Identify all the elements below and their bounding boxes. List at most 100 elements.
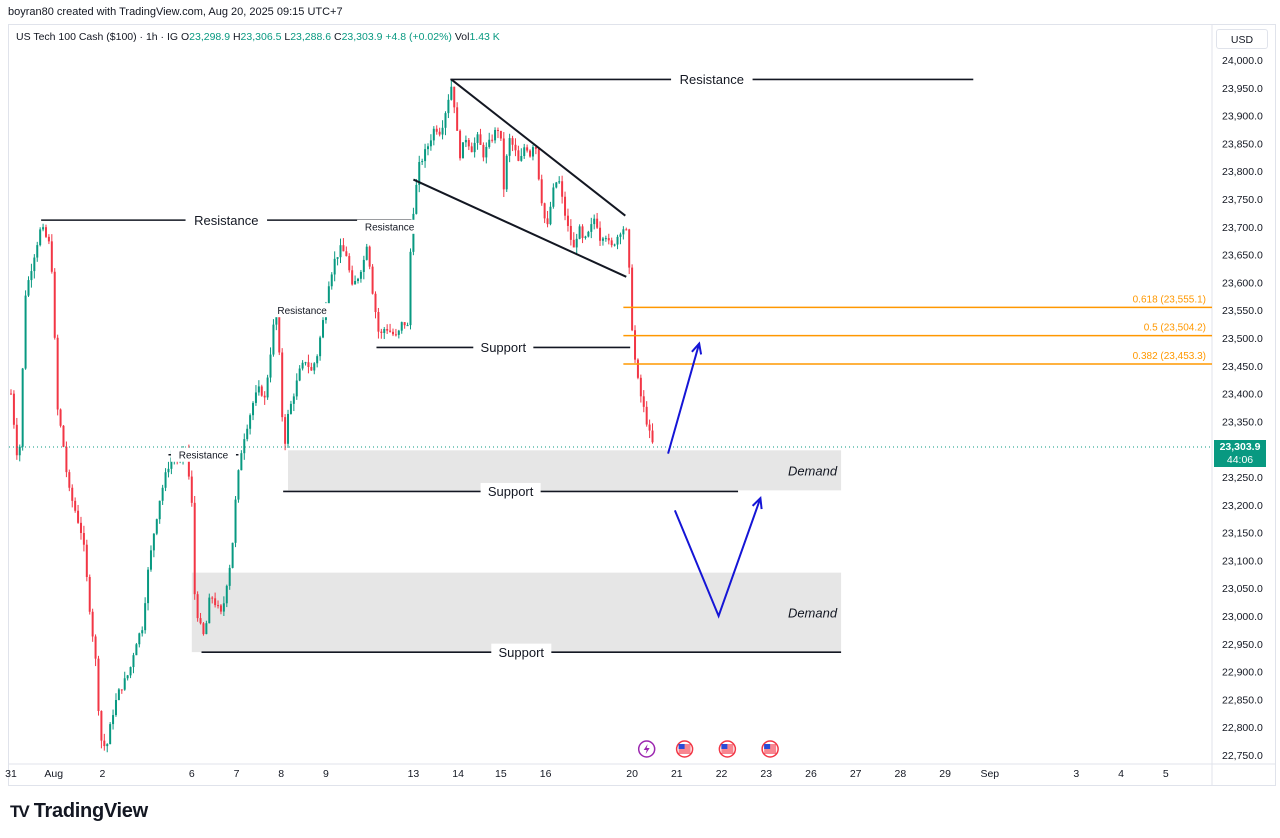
demand-zone-label: Demand bbox=[788, 605, 838, 620]
candle-body bbox=[380, 331, 383, 333]
time-tick-label: 28 bbox=[895, 768, 907, 780]
candle-body bbox=[202, 623, 205, 635]
candle-body bbox=[403, 322, 406, 326]
resistance-line-label-bg bbox=[170, 447, 236, 462]
candle-body bbox=[161, 487, 164, 501]
candle-body bbox=[117, 689, 120, 701]
time-tick-label: 3 bbox=[1073, 768, 1079, 780]
candle-body bbox=[190, 476, 193, 503]
candle-body bbox=[610, 240, 613, 246]
candle-body bbox=[149, 550, 152, 570]
candle-body bbox=[269, 354, 272, 378]
candle-body bbox=[631, 267, 634, 331]
candle-body bbox=[593, 218, 596, 225]
price-tick-label: 23,850.0 bbox=[1222, 138, 1263, 150]
candle-body bbox=[601, 238, 604, 241]
candle-body bbox=[65, 446, 68, 473]
candle-body bbox=[15, 424, 18, 456]
candle-body bbox=[263, 395, 266, 398]
candle-body bbox=[438, 131, 441, 135]
candle-body bbox=[68, 472, 71, 488]
resistance-line-label-bg bbox=[357, 219, 423, 234]
candle-body bbox=[400, 322, 403, 331]
candle-body bbox=[316, 356, 319, 364]
candle-body bbox=[222, 603, 225, 612]
price-tick-label: 23,450.0 bbox=[1222, 361, 1263, 373]
time-tick-label: Sep bbox=[980, 768, 999, 780]
time-tick-label: 8 bbox=[278, 768, 284, 780]
tradingview-brand[interactable]: TV TradingView bbox=[10, 800, 148, 823]
price-tick-label: 23,550.0 bbox=[1222, 305, 1263, 317]
candle-body bbox=[354, 280, 357, 285]
candle-body bbox=[147, 569, 150, 604]
candle-body bbox=[526, 147, 529, 151]
currency-button[interactable]: USD bbox=[1216, 29, 1268, 49]
fib-level-label: 0.5 (23,504.2) bbox=[1144, 323, 1206, 334]
candle-body bbox=[558, 181, 561, 183]
us-flag-icon bbox=[675, 740, 694, 758]
candle-body bbox=[359, 271, 362, 279]
candle-body bbox=[569, 225, 572, 240]
candle-body bbox=[260, 386, 263, 396]
chart-frame[interactable] bbox=[8, 24, 1276, 786]
candle-body bbox=[246, 428, 249, 440]
projection-arrowhead bbox=[691, 341, 703, 355]
demand-zone bbox=[191, 572, 842, 653]
candle-body bbox=[322, 320, 325, 338]
candle-body bbox=[42, 227, 45, 230]
candle-body bbox=[27, 280, 30, 296]
time-tick-label: 20 bbox=[626, 768, 638, 780]
candle-body bbox=[464, 139, 467, 143]
time-tick-label: 14 bbox=[452, 768, 464, 780]
support-line-label: Support bbox=[499, 645, 545, 660]
time-tick-label: 23 bbox=[760, 768, 772, 780]
candle-body bbox=[456, 107, 459, 131]
candle-body bbox=[10, 393, 12, 395]
brand-name: TradingView bbox=[33, 800, 148, 822]
close-value: 23,303.9 bbox=[341, 31, 383, 43]
candle-body bbox=[193, 502, 196, 595]
last-price-value: 23,303.9 bbox=[1219, 441, 1261, 453]
price-tick-label: 23,700.0 bbox=[1222, 222, 1263, 234]
candle-body bbox=[211, 597, 214, 599]
candle-body bbox=[77, 510, 80, 523]
time-tick-label: 16 bbox=[540, 768, 552, 780]
time-tick-label: 31 bbox=[5, 768, 17, 780]
candle-body bbox=[281, 352, 284, 418]
candle-body bbox=[217, 605, 220, 607]
resistance-line-label: Resistance bbox=[277, 306, 327, 317]
candle-body bbox=[549, 206, 552, 225]
resistance-line-label: Resistance bbox=[194, 213, 258, 228]
candle-body bbox=[237, 470, 240, 500]
resistance-line-label-bg bbox=[185, 211, 268, 229]
candle-body bbox=[36, 245, 39, 258]
price-tick-label: 23,000.0 bbox=[1222, 611, 1263, 623]
candle-body bbox=[502, 138, 505, 190]
candle-body bbox=[284, 417, 287, 444]
candle-body bbox=[12, 393, 15, 425]
candle-body bbox=[272, 324, 275, 355]
candle-body bbox=[371, 266, 374, 294]
resistance-line-label: Resistance bbox=[680, 72, 744, 87]
candle-body bbox=[426, 146, 429, 150]
candle-body bbox=[639, 377, 642, 397]
fib-level-label: 0.618 (23,555.1) bbox=[1133, 294, 1206, 305]
candle-body bbox=[141, 630, 144, 634]
candle-body bbox=[82, 532, 85, 545]
candle-body bbox=[313, 363, 316, 371]
candle-body bbox=[505, 155, 508, 190]
time-tick-label: 26 bbox=[805, 768, 817, 780]
price-tick-label: 23,750.0 bbox=[1222, 194, 1263, 206]
support-line-label: Support bbox=[488, 484, 534, 499]
candle-body bbox=[112, 715, 115, 725]
candle-body bbox=[196, 594, 199, 619]
candle-body bbox=[214, 598, 217, 606]
candle-body bbox=[228, 567, 231, 586]
projection-arrow bbox=[667, 343, 701, 454]
candle-body bbox=[91, 611, 94, 637]
candle-body bbox=[461, 142, 464, 159]
candle-body bbox=[59, 409, 62, 426]
candle-body bbox=[342, 245, 345, 252]
candle-body bbox=[543, 203, 546, 219]
